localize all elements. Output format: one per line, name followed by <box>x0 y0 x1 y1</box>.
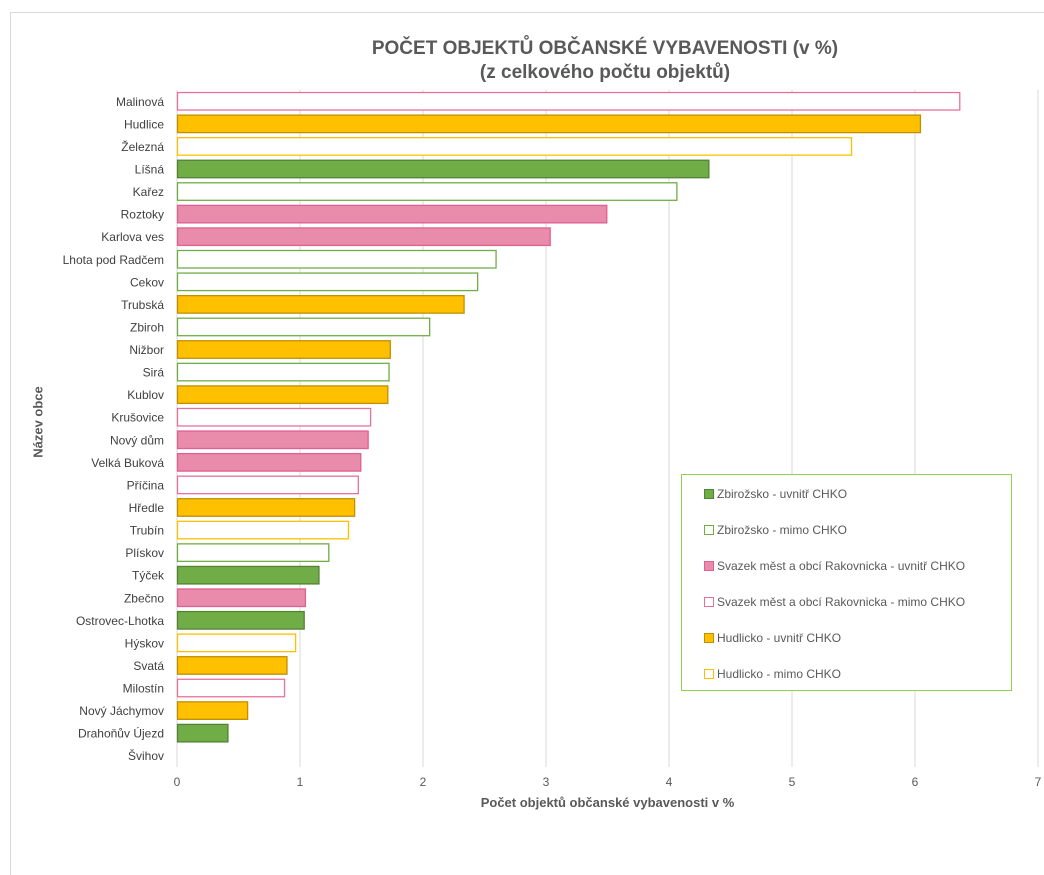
x-tick-label: 2 <box>420 775 427 789</box>
bar <box>176 272 479 292</box>
y-tick-label: Sirá <box>143 366 165 380</box>
y-tick-label: Svatá <box>133 659 164 673</box>
legend-item: Svazek měst a obcí Rakovnicka - uvnitř C… <box>704 559 965 573</box>
y-tick-label: Milostín <box>123 682 164 696</box>
bar <box>176 633 297 653</box>
x-tick-label: 3 <box>543 775 550 789</box>
bar <box>176 520 350 540</box>
bar <box>176 543 330 563</box>
legend-label: Zbirožsko - mimo CHKO <box>717 523 848 537</box>
legend-item: Hudlicko - uvnitř CHKO <box>704 631 841 645</box>
legend-label: Hudlicko - mimo CHKO <box>717 667 842 681</box>
bar <box>176 430 369 450</box>
bar <box>176 407 372 427</box>
chart-subtitle: (z celkového počtu objektů) <box>479 62 731 83</box>
chart-frame <box>10 12 1044 875</box>
bar <box>176 385 389 405</box>
legend-swatch <box>704 633 714 643</box>
legend-item: Zbirožsko - uvnitř CHKO <box>704 487 847 501</box>
bar <box>176 588 307 608</box>
y-tick-label: Trubská <box>121 298 164 312</box>
legend-label: Zbirožsko - uvnitř CHKO <box>717 487 848 501</box>
bar <box>176 249 497 269</box>
y-tick-label: Hýskov <box>125 636 164 650</box>
bar <box>176 114 922 134</box>
y-tick-label: Trubín <box>130 524 164 538</box>
legend-swatch <box>704 669 714 679</box>
bar <box>176 656 288 675</box>
y-tick-label: Roztoky <box>121 208 164 222</box>
bar <box>176 678 286 698</box>
y-tick-label: Kařez <box>133 185 164 199</box>
bar <box>176 182 678 201</box>
y-tick-label: Švihov <box>128 748 164 763</box>
bar <box>176 701 249 720</box>
bar <box>176 317 431 337</box>
y-tick-label: Kublov <box>127 388 164 402</box>
y-tick-label: Hudlice <box>124 117 164 131</box>
bar <box>176 137 853 156</box>
y-tick-label: Krušovice <box>111 411 164 425</box>
y-tick-label: Líšná <box>135 162 165 176</box>
legend-label: Svazek měst a obcí Rakovnicka - mimo CHK… <box>717 595 966 609</box>
y-tick-label: Ostrovec-Lhotka <box>76 614 164 628</box>
y-tick-label: Nový Jáchymov <box>79 704 164 718</box>
bar <box>176 565 320 585</box>
legend-swatch <box>704 597 714 607</box>
legend-label: Svazek měst a obcí Rakovnicka - uvnitř C… <box>717 559 966 573</box>
bar <box>176 227 551 247</box>
legend-swatch <box>704 561 714 571</box>
y-tick-label: Drahoňův Újezd <box>78 726 164 741</box>
y-tick-label: Zbečno <box>124 591 164 605</box>
y-tick-label: Železná <box>121 139 164 154</box>
legend-item: Svazek měst a obcí Rakovnicka - mimo CHK… <box>704 595 965 609</box>
bar <box>176 204 608 224</box>
bar <box>176 475 359 495</box>
y-tick-label: Hředle <box>129 501 165 515</box>
x-tick-label: 1 <box>297 775 304 789</box>
x-axis-label: Počet objektů občanské vybavenosti v % <box>480 795 735 810</box>
legend-item: Hudlicko - mimo CHKO <box>704 667 841 681</box>
y-tick-label: Karlova ves <box>101 230 164 244</box>
y-tick-label: Cekov <box>130 275 164 289</box>
bar <box>176 362 390 382</box>
y-tick-label: Týček <box>132 569 165 583</box>
chart-title: POČET OBJEKTŮ OBČANSKÉ VYBAVENOSTI (v %) <box>371 38 839 59</box>
x-tick-label: 5 <box>789 775 796 789</box>
bar <box>176 340 391 359</box>
bar <box>176 498 356 517</box>
y-tick-label: Příčina <box>127 478 165 492</box>
bar <box>176 452 362 472</box>
legend: Zbirožsko - uvnitř CHKO Zbirožsko - mimo … <box>681 474 1012 691</box>
x-tick-label: 4 <box>666 775 673 789</box>
legend-item: Zbirožsko - mimo CHKO <box>704 523 847 537</box>
y-tick-label: Zbiroh <box>130 320 164 334</box>
bar <box>176 723 229 743</box>
x-tick-label: 7 <box>1035 775 1042 789</box>
legend-label: Hudlicko - uvnitř CHKO <box>717 631 842 645</box>
y-tick-label: Nový dům <box>110 433 164 447</box>
bar <box>176 159 710 179</box>
y-tick-label: Lhota pod Radčem <box>63 253 164 267</box>
y-tick-label: Velká Buková <box>91 456 164 470</box>
y-tick-label: Nižbor <box>129 343 164 357</box>
y-tick-label: Plískov <box>125 546 164 560</box>
bar <box>176 610 305 630</box>
legend-swatch <box>704 525 714 535</box>
bar <box>176 91 961 111</box>
x-tick-label: 6 <box>912 775 919 789</box>
legend-swatch <box>704 489 714 499</box>
x-tick-label: 0 <box>174 775 181 789</box>
bar <box>176 294 465 314</box>
y-tick-label: Malinová <box>116 95 164 109</box>
